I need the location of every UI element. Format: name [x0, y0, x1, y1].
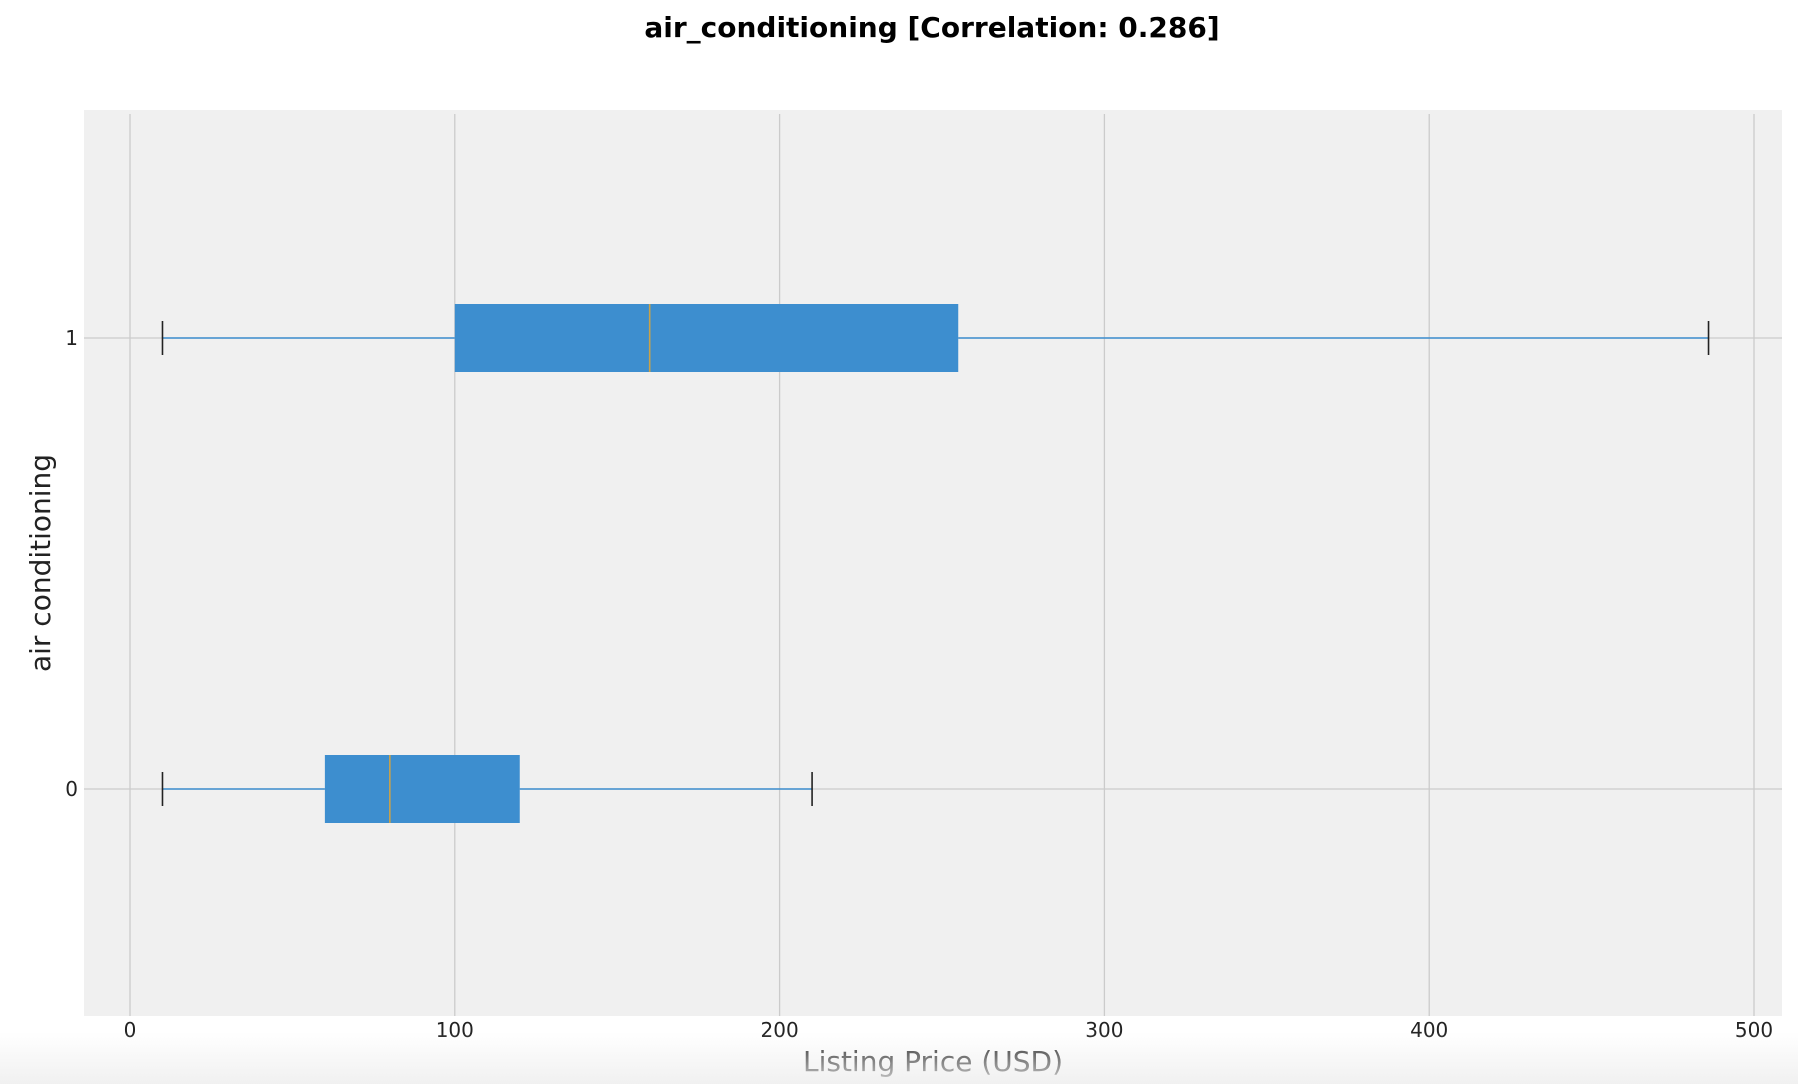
chart-title: air_conditioning [Correlation: 0.286] — [644, 11, 1219, 44]
x-tick-label-500: 500 — [1735, 1018, 1773, 1042]
box-series — [161, 304, 1710, 823]
y-axis-label: air conditioning — [24, 454, 57, 672]
y-tick-label-0: 0 — [65, 777, 78, 801]
plot-area — [84, 110, 1782, 1016]
x-tick-label-400: 400 — [1410, 1018, 1448, 1042]
x-tick-label-0: 0 — [124, 1018, 137, 1042]
box-1 — [454, 304, 959, 372]
y-tick-label-1: 1 — [65, 326, 78, 350]
x-tick-label-100: 100 — [436, 1018, 474, 1042]
box-0 — [324, 755, 520, 823]
x-axis-label: Listing Price (USD) — [803, 1045, 1063, 1078]
x-tick-label-300: 300 — [1085, 1018, 1123, 1042]
x-tick-label-200: 200 — [761, 1018, 799, 1042]
